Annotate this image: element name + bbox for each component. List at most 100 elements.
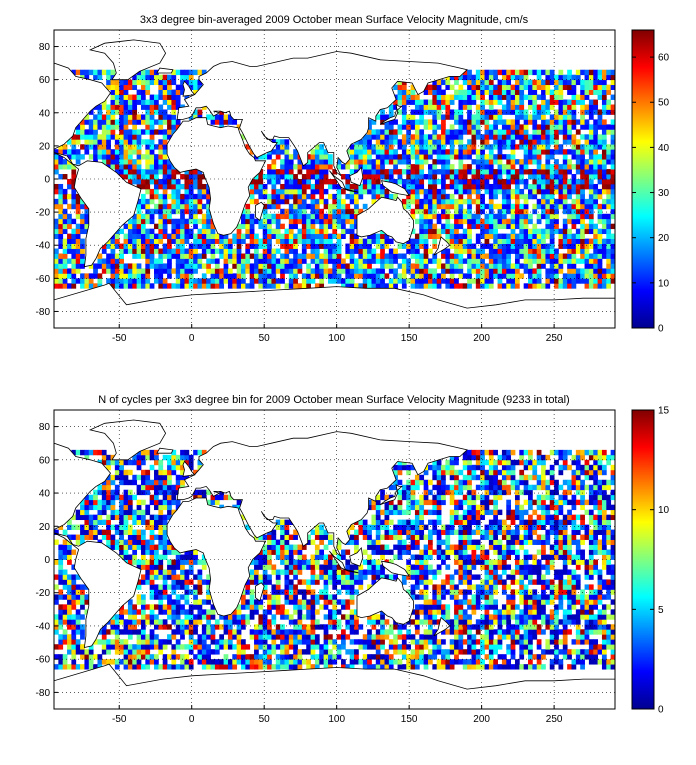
bin-cell xyxy=(593,109,598,114)
bin-cell xyxy=(580,134,585,139)
bin-cell xyxy=(263,209,268,214)
bin-cell xyxy=(519,664,524,669)
bin-cell xyxy=(211,268,216,273)
bin-cell xyxy=(176,604,181,609)
bin-cell xyxy=(511,149,516,154)
bin-cell xyxy=(132,95,137,100)
bin-cell xyxy=(311,258,316,263)
bin-cell xyxy=(141,239,146,244)
bin-cell xyxy=(480,114,485,119)
bin-cell xyxy=(480,70,485,75)
bin-cell xyxy=(319,199,324,204)
bin-cell xyxy=(441,139,446,144)
bin-cell xyxy=(167,609,172,614)
bin-cell xyxy=(215,278,220,283)
bin-cell xyxy=(445,139,450,144)
bin-cell xyxy=(271,234,276,239)
bin-cell xyxy=(519,654,524,659)
bin-cell xyxy=(119,619,124,624)
bin-cell xyxy=(58,619,63,624)
bin-cell xyxy=(376,659,381,664)
bin-cell xyxy=(563,194,568,199)
bin-cell xyxy=(163,184,168,189)
bin-cell xyxy=(93,139,98,144)
bin-cell xyxy=(532,629,537,634)
bin-cell xyxy=(515,109,520,114)
bin-cell xyxy=(563,654,568,659)
bin-cell xyxy=(163,278,168,283)
bin-cell xyxy=(389,139,394,144)
bin-cell xyxy=(289,639,294,644)
bin-cell xyxy=(315,244,320,249)
bin-cell xyxy=(193,614,198,619)
bin-cell xyxy=(450,124,455,129)
bin-cell xyxy=(219,114,224,119)
bin-cell xyxy=(167,179,172,184)
bin-cell xyxy=(211,254,216,259)
bin-cell xyxy=(367,169,372,174)
bin-cell xyxy=(228,619,233,624)
bin-cell xyxy=(572,283,577,288)
bin-cell xyxy=(467,179,472,184)
bin-cell xyxy=(576,634,581,639)
bin-cell xyxy=(111,70,116,75)
bin-cell xyxy=(271,604,276,609)
bin-cell xyxy=(128,229,133,234)
bin-cell xyxy=(167,283,172,288)
bin-cell xyxy=(150,119,155,124)
bin-cell xyxy=(371,249,376,254)
bin-cell xyxy=(515,194,520,199)
bin-cell xyxy=(541,134,546,139)
bin-cell xyxy=(572,164,577,169)
bin-cell xyxy=(489,100,494,105)
bin-cell xyxy=(493,268,498,273)
bin-cell xyxy=(202,234,207,239)
bin-cell xyxy=(476,105,481,110)
bin-cell xyxy=(602,154,607,159)
bin-cell xyxy=(585,119,590,124)
bin-cell xyxy=(606,149,611,154)
bin-cell xyxy=(498,624,503,629)
bin-cell xyxy=(519,105,524,110)
bin-cell xyxy=(315,179,320,184)
bin-cell xyxy=(350,614,355,619)
bin-cell xyxy=(163,95,168,100)
bin-cell xyxy=(67,224,72,229)
bin-cell xyxy=(311,278,316,283)
bin-cell xyxy=(580,114,585,119)
bin-cell xyxy=(402,654,407,659)
bin-cell xyxy=(541,95,546,100)
bin-cell xyxy=(80,654,85,659)
bin-cell xyxy=(324,179,329,184)
bin-cell xyxy=(480,268,485,273)
bin-cell xyxy=(211,278,216,283)
bin-cell xyxy=(71,169,76,174)
bin-cell xyxy=(506,169,511,174)
bin-cell xyxy=(419,199,424,204)
bin-cell xyxy=(337,244,342,249)
bin-cell xyxy=(411,268,416,273)
bin-cell xyxy=(437,258,442,263)
bin-cell xyxy=(328,234,333,239)
bin-cell xyxy=(171,614,176,619)
bin-cell xyxy=(363,164,368,169)
bin-cell xyxy=(241,273,246,278)
bin-cell xyxy=(411,239,416,244)
bin-cell xyxy=(480,283,485,288)
bin-cell xyxy=(198,109,203,114)
bin-cell xyxy=(176,254,181,259)
bin-cell xyxy=(263,214,268,219)
bin-cell xyxy=(511,604,516,609)
bin-cell xyxy=(576,139,581,144)
bin-cell xyxy=(545,109,550,114)
bin-cell xyxy=(163,194,168,199)
bin-cell xyxy=(502,234,507,239)
bin-cell xyxy=(398,263,403,268)
bin-cell xyxy=(298,629,303,634)
bin-cell xyxy=(532,100,537,105)
bin-cell xyxy=(519,614,524,619)
bin-cell xyxy=(250,604,255,609)
bin-cell xyxy=(411,649,416,654)
bin-cell xyxy=(393,119,398,124)
bin-cell xyxy=(171,224,176,229)
